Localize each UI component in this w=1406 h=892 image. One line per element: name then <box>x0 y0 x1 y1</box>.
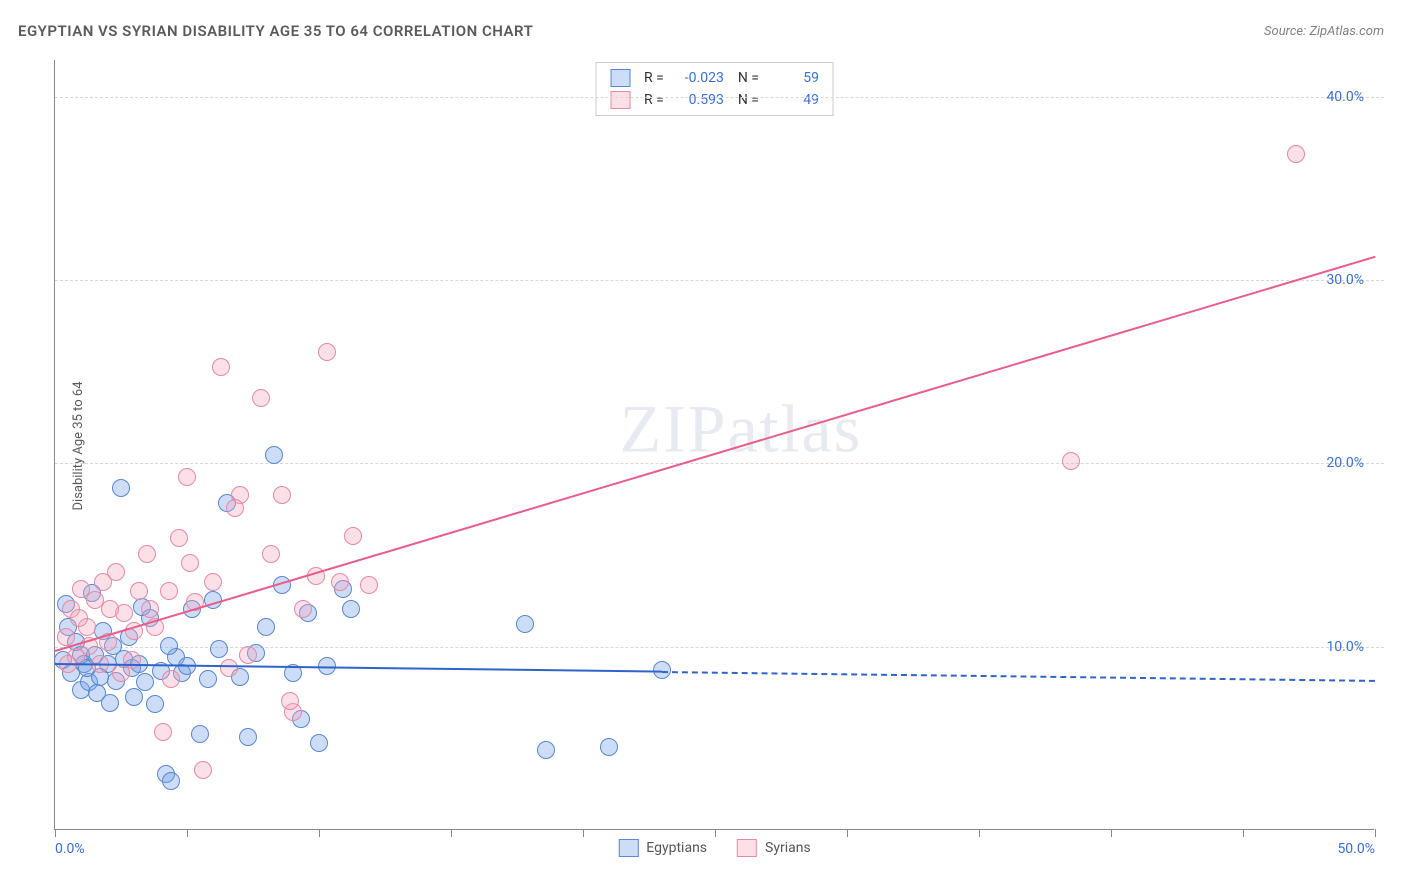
x-tick-label: 50.0% <box>1337 841 1375 857</box>
data-point <box>257 618 275 636</box>
data-point <box>318 343 336 361</box>
gridline <box>55 463 1384 464</box>
n-label: N = <box>738 70 759 86</box>
stats-row-egyptians: R = -0.023 N = 59 <box>610 69 819 87</box>
data-point <box>653 661 671 679</box>
x-tick <box>847 829 848 837</box>
data-point <box>342 600 360 618</box>
data-point <box>310 734 328 752</box>
bottom-legend: Egyptians Syrians <box>618 839 810 857</box>
legend-label-egyptians: Egyptians <box>646 840 707 856</box>
data-point <box>160 582 178 600</box>
data-point <box>226 499 244 517</box>
swatch-syrians <box>737 839 757 857</box>
legend-item-egyptians: Egyptians <box>618 839 707 857</box>
n-label: N = <box>738 92 759 108</box>
data-point <box>57 628 75 646</box>
data-point <box>281 692 299 710</box>
data-point <box>239 728 257 746</box>
data-point <box>199 670 217 688</box>
data-point <box>1062 452 1080 470</box>
data-point <box>178 468 196 486</box>
legend-label-syrians: Syrians <box>765 840 811 856</box>
data-point <box>101 600 119 618</box>
x-tick-label: 0.0% <box>55 841 85 857</box>
data-point <box>273 486 291 504</box>
y-tick-label: 10.0% <box>1326 639 1364 655</box>
r-value-syrians: 0.593 <box>674 92 724 108</box>
gridline <box>55 280 1384 281</box>
x-tick <box>1243 829 1244 837</box>
data-point <box>516 615 534 633</box>
chart-container: EGYPTIAN VS SYRIAN DISABILITY AGE 35 TO … <box>0 0 1406 892</box>
legend-item-syrians: Syrians <box>737 839 811 857</box>
swatch-egyptians <box>610 69 630 87</box>
data-point <box>194 761 212 779</box>
data-point <box>160 637 178 655</box>
data-point <box>600 738 618 756</box>
y-tick-label: 30.0% <box>1326 272 1364 288</box>
data-point <box>112 479 130 497</box>
x-tick <box>715 829 716 837</box>
data-point <box>191 725 209 743</box>
x-tick <box>319 829 320 837</box>
watermark-text: ZIPatlas <box>620 391 863 467</box>
data-point <box>1287 145 1305 163</box>
r-label: R = <box>644 70 664 86</box>
source-attribution: Source: ZipAtlas.com <box>1264 24 1384 39</box>
y-tick-label: 40.0% <box>1326 89 1364 105</box>
data-point <box>146 695 164 713</box>
data-point <box>88 684 106 702</box>
data-point <box>130 582 148 600</box>
y-tick-label: 20.0% <box>1326 455 1364 471</box>
data-point <box>537 741 555 759</box>
data-point <box>138 545 156 563</box>
data-point <box>181 554 199 572</box>
watermark: ZIPatlas <box>620 390 863 469</box>
data-point <box>210 640 228 658</box>
data-point <box>265 446 283 464</box>
data-point <box>162 670 180 688</box>
x-tick <box>1375 829 1376 837</box>
data-point <box>170 529 188 547</box>
source-link[interactable]: ZipAtlas.com <box>1309 24 1384 39</box>
data-point <box>70 609 88 627</box>
data-point <box>162 772 180 790</box>
data-point <box>107 563 125 581</box>
data-point <box>252 389 270 407</box>
data-point <box>136 673 154 691</box>
swatch-egyptians <box>618 839 638 857</box>
plot-area: ZIPatlas R = -0.023 N = 59 R = 0.593 N =… <box>54 60 1374 830</box>
data-point <box>294 600 312 618</box>
x-tick <box>187 829 188 837</box>
data-point <box>360 576 378 594</box>
r-label: R = <box>644 92 664 108</box>
data-point <box>141 600 159 618</box>
x-tick <box>451 829 452 837</box>
x-tick <box>1111 829 1112 837</box>
stats-row-syrians: R = 0.593 N = 49 <box>610 91 819 109</box>
data-point <box>154 723 172 741</box>
r-value-egyptians: -0.023 <box>674 70 724 86</box>
x-tick <box>55 829 56 837</box>
data-point <box>212 358 230 376</box>
n-value-egyptians: 59 <box>769 70 819 86</box>
gridline <box>55 97 1384 98</box>
data-point <box>112 664 130 682</box>
data-point <box>239 646 257 664</box>
data-point <box>262 545 280 563</box>
source-prefix: Source: <box>1264 24 1309 39</box>
data-point <box>204 573 222 591</box>
trend-line <box>55 256 1376 652</box>
x-tick <box>583 829 584 837</box>
data-point <box>344 527 362 545</box>
data-point <box>331 573 349 591</box>
trend-line <box>662 671 1375 682</box>
swatch-syrians <box>610 91 630 109</box>
n-value-syrians: 49 <box>769 92 819 108</box>
chart-title: EGYPTIAN VS SYRIAN DISABILITY AGE 35 TO … <box>18 22 533 40</box>
x-tick <box>979 829 980 837</box>
stats-legend-box: R = -0.023 N = 59 R = 0.593 N = 49 <box>595 62 834 116</box>
data-point <box>220 659 238 677</box>
